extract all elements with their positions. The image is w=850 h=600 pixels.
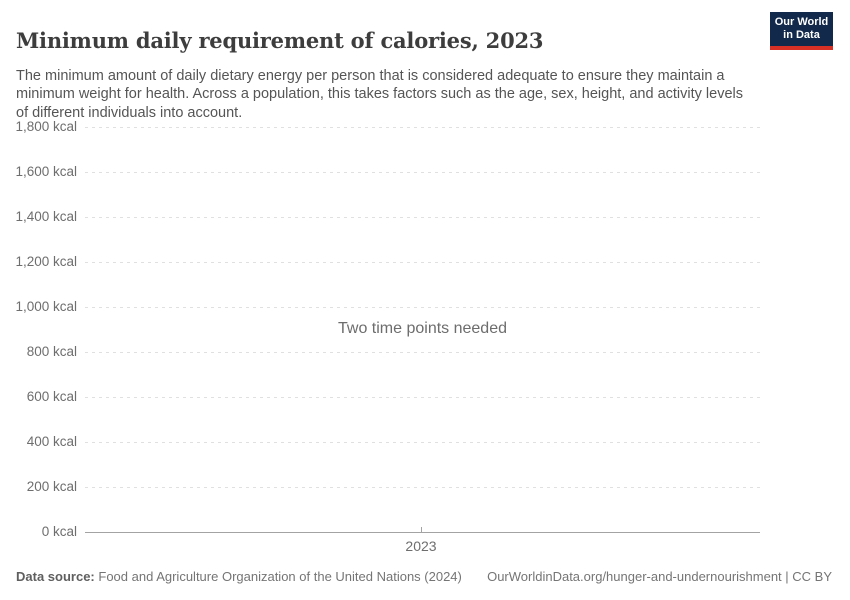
data-source-value: Food and Agriculture Organization of the…	[98, 569, 462, 584]
empty-state-message: Two time points needed	[338, 320, 507, 337]
y-gridline	[85, 217, 760, 218]
y-gridline	[85, 352, 760, 353]
y-axis-tick-label: 1,400 kcal	[15, 209, 77, 224]
y-gridline	[85, 442, 760, 443]
chart-title: Minimum daily requirement of calories, 2…	[16, 28, 544, 54]
y-axis-tick-label: 1,600 kcal	[15, 164, 77, 179]
y-gridline	[85, 487, 760, 488]
y-axis-tick-label: 0 kcal	[41, 524, 77, 539]
y-gridline	[85, 397, 760, 398]
chart-subtitle: The minimum amount of daily dietary ener…	[16, 67, 743, 121]
x-axis-tick-mark	[421, 527, 422, 532]
y-axis-tick-label: 1,200 kcal	[15, 254, 77, 269]
y-gridline	[85, 262, 760, 263]
data-source: Data source: Food and Agriculture Organi…	[16, 569, 462, 584]
y-axis-tick-label: 600 kcal	[26, 389, 77, 404]
owid-logo: Our World in Data	[770, 12, 833, 50]
attribution-link[interactable]: OurWorldinData.org/hunger-and-undernouri…	[487, 569, 832, 584]
owid-logo-line1: Our World	[774, 16, 829, 28]
y-gridline	[85, 127, 760, 128]
chart-footer: Data source: Food and Agriculture Organi…	[16, 569, 832, 584]
x-axis-tick-label: 2023	[405, 538, 437, 554]
y-gridline	[85, 307, 760, 308]
owid-logo-line2: in Data	[783, 29, 820, 41]
y-axis-tick-label: 1,000 kcal	[15, 299, 77, 314]
y-axis-tick-label: 800 kcal	[26, 344, 77, 359]
y-axis-tick-label: 1,800 kcal	[15, 119, 77, 134]
data-source-label: Data source:	[16, 569, 95, 584]
y-axis-tick-label: 400 kcal	[26, 434, 77, 449]
y-axis-tick-label: 200 kcal	[26, 479, 77, 494]
x-axis-line	[85, 532, 760, 533]
y-gridline	[85, 172, 760, 173]
